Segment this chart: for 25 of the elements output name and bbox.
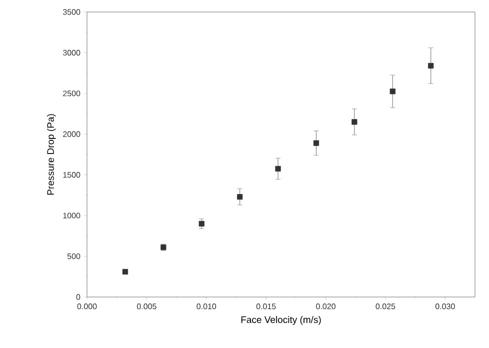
x-tick-label: 0.015	[256, 304, 276, 310]
y-tick-label: 1500	[63, 172, 80, 178]
y-tick-label: 3500	[62, 9, 80, 15]
point	[122, 268, 128, 275]
x-tick-label: 0.020	[316, 304, 336, 310]
point	[237, 194, 243, 200]
x-tick-label: 0.000	[77, 304, 97, 310]
point	[428, 62, 434, 69]
y-tick-label: 1000	[63, 212, 80, 218]
x-tick-label: 0.010	[196, 304, 216, 310]
y-tick-label: 500	[67, 253, 80, 260]
point	[390, 88, 396, 94]
y-tick-label: 3000	[62, 50, 80, 56]
y-axis-title: Pressure Drop (Pa)	[46, 114, 56, 195]
point	[352, 119, 358, 125]
x-axis-title: Face Velocity (m/s)	[241, 316, 321, 325]
x-tick-label: 0.030	[435, 304, 455, 310]
point	[275, 166, 281, 172]
x-tick-label: 0.025	[376, 304, 396, 310]
point	[313, 140, 320, 146]
y-tick-label: 2500	[63, 90, 80, 96]
x-tick-label: 0.005	[137, 304, 156, 310]
point	[198, 220, 204, 227]
y-tick-label: 0	[76, 294, 80, 300]
y-tick-label: 2000	[63, 131, 80, 137]
